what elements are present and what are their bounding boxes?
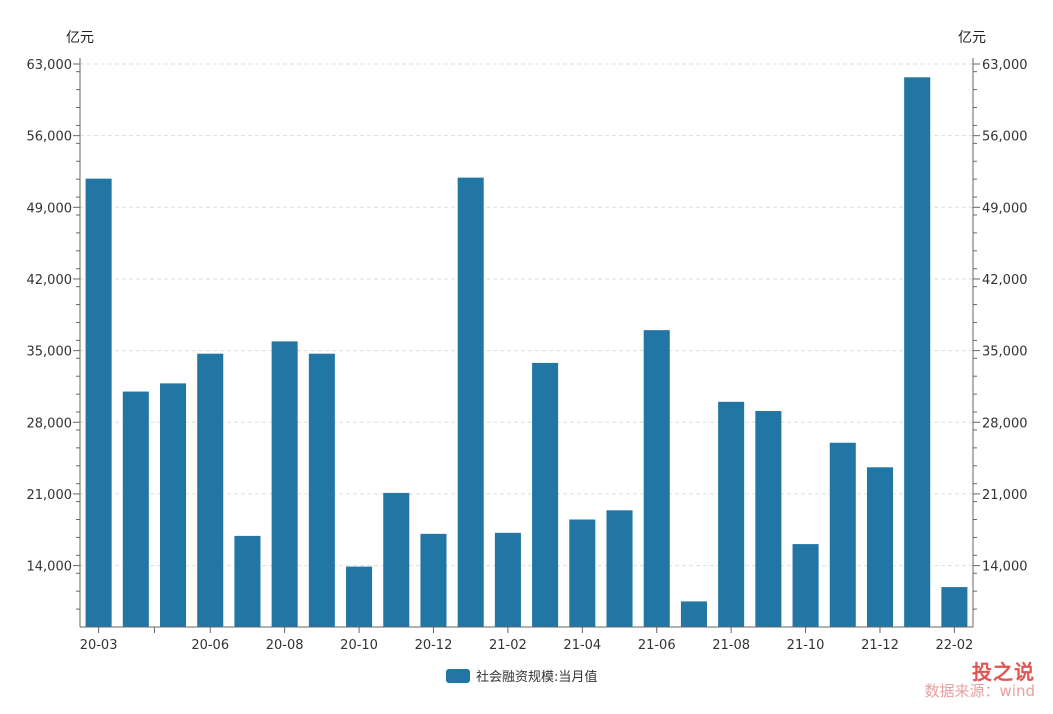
bar[interactable] bbox=[197, 353, 224, 627]
bar[interactable] bbox=[569, 519, 596, 627]
x-tick-label: 20-12 bbox=[415, 638, 453, 653]
x-tick-label: 21-06 bbox=[638, 638, 676, 653]
y-tick-label-left: 14,000 bbox=[27, 560, 73, 575]
bar[interactable] bbox=[792, 544, 819, 627]
bar[interactable] bbox=[829, 442, 856, 627]
bar[interactable] bbox=[494, 532, 521, 627]
x-tick-label: 21-10 bbox=[787, 638, 825, 653]
legend-label: 社会融资规模:当月值 bbox=[476, 670, 598, 685]
y-tick-label-left: 35,000 bbox=[27, 345, 73, 360]
y-tick-label-left: 21,000 bbox=[27, 488, 73, 503]
y-tick-label-right: 21,000 bbox=[982, 488, 1028, 503]
y-unit-left: 亿元 bbox=[66, 30, 94, 46]
bar[interactable] bbox=[234, 535, 261, 627]
bar[interactable] bbox=[159, 383, 187, 627]
y-unit-right: 亿元 bbox=[958, 30, 986, 46]
bar[interactable] bbox=[457, 177, 484, 627]
x-tick-label: 21-08 bbox=[712, 638, 750, 653]
y-tick-label-right: 35,000 bbox=[982, 345, 1028, 360]
bar[interactable] bbox=[383, 492, 410, 627]
x-tick-label: 20-03 bbox=[80, 638, 118, 653]
watermark: 投之说 数据来源：wind bbox=[925, 662, 1035, 699]
bar[interactable] bbox=[606, 510, 633, 627]
x-tick-label: 20-06 bbox=[191, 638, 229, 653]
y-tick-label-right: 63,000 bbox=[982, 58, 1028, 73]
bar[interactable] bbox=[680, 601, 707, 627]
y-ticks-right: 14,000 21,000 28,000 35,000 42,000 49,000 56,0… bbox=[973, 58, 1028, 610]
y-ticks-left: 14,000 21,000 28,000 35,000 42,000 49,000 56,0… bbox=[27, 58, 80, 610]
x-tick-label: 21-02 bbox=[489, 638, 527, 653]
legend[interactable]: 社会融资规模:当月值 bbox=[446, 666, 597, 685]
x-tick-label: 22-02 bbox=[936, 638, 974, 653]
y-tick-label-right: 42,000 bbox=[982, 273, 1028, 288]
y-tick-label-left: 56,000 bbox=[27, 130, 73, 145]
bar[interactable] bbox=[866, 467, 894, 627]
y-tick-label-right: 56,000 bbox=[982, 130, 1028, 145]
bar[interactable] bbox=[271, 341, 298, 627]
gridlines bbox=[80, 63, 973, 567]
y-tick-label-left: 42,000 bbox=[27, 273, 73, 288]
x-tick-label: 21-12 bbox=[861, 638, 899, 653]
watermark-source: 数据来源：wind bbox=[924, 682, 1035, 700]
bar[interactable] bbox=[532, 362, 559, 627]
y-tick-label-right: 14,000 bbox=[982, 560, 1028, 575]
bar[interactable] bbox=[346, 566, 373, 627]
y-tick-label-right: 28,000 bbox=[982, 416, 1028, 431]
legend-swatch bbox=[446, 668, 470, 683]
x-ticks: 20-03 20-06 20-08 20-10 20-12 21-02 21-04 21-06… bbox=[80, 627, 974, 653]
bar[interactable] bbox=[85, 178, 112, 627]
x-tick-label: 21-04 bbox=[563, 638, 601, 653]
y-tick-label-left: 63,000 bbox=[27, 58, 73, 73]
y-tick-label-left: 49,000 bbox=[27, 201, 73, 216]
x-tick-label: 20-10 bbox=[340, 638, 378, 653]
bar[interactable] bbox=[643, 330, 670, 627]
bar[interactable] bbox=[420, 533, 447, 627]
bar[interactable] bbox=[941, 587, 968, 627]
bar[interactable] bbox=[308, 353, 335, 627]
bar[interactable] bbox=[904, 77, 931, 628]
y-tick-label-left: 28,000 bbox=[27, 416, 73, 431]
bar[interactable] bbox=[122, 391, 149, 627]
bars bbox=[85, 77, 968, 628]
x-tick-label: 20-08 bbox=[266, 638, 304, 653]
bar[interactable] bbox=[718, 401, 745, 627]
y-tick-label-right: 49,000 bbox=[982, 201, 1028, 216]
watermark-logo: 投之说 bbox=[972, 660, 1035, 684]
bar[interactable] bbox=[755, 411, 782, 627]
